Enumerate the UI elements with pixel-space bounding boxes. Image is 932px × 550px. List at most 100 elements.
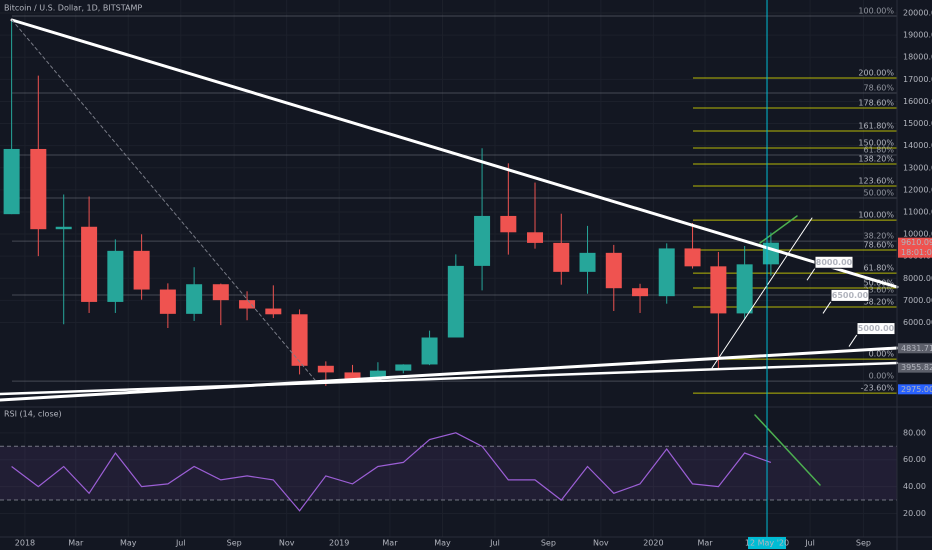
fib-label: 123.60% <box>858 177 894 186</box>
trend-line <box>10 18 899 289</box>
candle-body <box>133 250 150 290</box>
callout-box <box>814 255 854 269</box>
x-tick-label: 2019 <box>329 539 349 548</box>
fib-label: 161.80% <box>858 122 894 131</box>
fib-label: 50.00% <box>863 189 894 198</box>
trend-line <box>759 215 798 244</box>
trend-lines <box>0 18 899 486</box>
rsi-line <box>11 432 772 512</box>
fib-label: 200.00% <box>858 69 894 78</box>
crosshair-label: 12 May '20 <box>745 539 789 548</box>
y-tick-label: 80.00 <box>903 428 926 437</box>
candle-body <box>186 284 203 314</box>
callout-pointer <box>822 301 832 314</box>
y-tick-label: 10000.00 <box>903 230 932 239</box>
candle-body <box>30 148 47 230</box>
candle-body <box>527 232 544 243</box>
x-tick-label: Sep <box>541 539 556 548</box>
fib-label: 178.60% <box>858 99 894 108</box>
fib-label: 78.60% <box>863 84 894 93</box>
price-tag-label: 2975.00 <box>901 385 932 394</box>
candle-body <box>710 266 727 314</box>
candle-body <box>344 372 361 379</box>
y-tick-label: 18000.00 <box>903 53 932 62</box>
price-tag-countdown: 18:01:01 <box>901 248 932 257</box>
x-tick-label: Sep <box>856 539 871 548</box>
y-tick-label: 40.00 <box>903 482 926 491</box>
y-tick-label: 20.00 <box>903 509 926 518</box>
candle-body <box>107 250 124 302</box>
candle-body <box>579 252 596 272</box>
x-tick-label: 2020 <box>643 539 663 548</box>
x-tick-label: May <box>120 539 137 548</box>
fib-label: 0.00% <box>869 350 895 359</box>
x-tick-label: Sep <box>227 539 242 548</box>
y-tick-label: 60.00 <box>903 455 926 464</box>
x-tick-label: Mar <box>68 539 84 548</box>
candle-body <box>684 248 701 267</box>
fib-label: 0.00% <box>869 372 895 381</box>
price-tag-label: 4831.71 <box>901 344 932 353</box>
trend-line <box>754 414 821 486</box>
overlay: 2018 Mar May Jul Sep Nov 2019 Mar May Jul Sep Nov 20… <box>15 0 932 549</box>
callout-label: 8000.00 <box>816 258 853 267</box>
fib-label: 23.60% <box>863 286 894 295</box>
fib-label: 61.80% <box>863 264 894 273</box>
rsi-band <box>0 446 897 501</box>
candle-body <box>55 226 72 230</box>
x-tick-label: Mar <box>697 539 713 548</box>
candle-body <box>265 308 282 315</box>
price-tag <box>898 362 932 373</box>
candle-body <box>500 215 517 233</box>
price-tag <box>898 343 932 354</box>
candle-body <box>632 288 649 297</box>
x-tick-label: Nov <box>279 539 295 548</box>
price-tag-label: 9610.09 <box>901 238 932 247</box>
y-tick-label: 11000.00 <box>903 207 932 216</box>
callout-pointer <box>848 334 858 347</box>
fib-label: 138.20% <box>858 155 894 164</box>
candle-body <box>369 370 386 379</box>
candle-body <box>553 242 570 272</box>
fib-label: 100.00% <box>858 211 894 220</box>
candle-body <box>605 252 622 289</box>
x-tick-label: Mar <box>382 539 398 548</box>
candle-body <box>474 215 491 266</box>
y-tick-label: 8000.00 <box>903 274 932 283</box>
candle-body <box>317 365 334 373</box>
x-tick-label: May <box>434 539 451 548</box>
candle-body <box>736 264 753 314</box>
trend-line <box>0 346 899 402</box>
indicator-title: RSI (14, close) <box>4 410 62 419</box>
fib-label: -23.60% <box>861 384 895 393</box>
plot: 100.00% 200.00% 78.60% 178.60% 161.80% 150.00… <box>0 6 897 512</box>
callout-box <box>856 322 896 336</box>
fib-label: 61.80% <box>863 146 894 155</box>
candle-body <box>658 248 675 297</box>
chart-title: Bitcoin / U.S. Dollar, 1D, BITSTAMP <box>4 4 142 13</box>
y-tick-label: 16000.00 <box>903 97 932 106</box>
x-tick-label: Nov <box>593 539 609 548</box>
price-tag-label: 3955.82 <box>901 363 932 372</box>
candle-body <box>395 364 412 371</box>
y-tick-label: 6000.00 <box>903 318 932 327</box>
candle-body <box>291 314 308 366</box>
x-tick-label: 2018 <box>15 539 35 548</box>
candle-body <box>239 300 256 309</box>
price-tag <box>898 237 932 258</box>
y-tick-label: 14000.00 <box>903 141 932 150</box>
fib-label: 38.20% <box>863 232 894 241</box>
candle-body <box>3 148 20 215</box>
x-tick-label: Jul <box>175 539 186 548</box>
candle-body <box>447 265 464 338</box>
price-tag <box>898 384 932 395</box>
y-tick-label: 15000.00 <box>903 119 932 128</box>
callout-label: 6500.00 <box>832 291 869 300</box>
y-tick-label: 20000.00 <box>903 9 932 18</box>
fib-label: 150.00% <box>858 139 894 148</box>
candle-body <box>81 226 98 302</box>
fib-label: 38.20% <box>863 298 894 307</box>
y-tick-label: 12000.00 <box>903 185 932 194</box>
